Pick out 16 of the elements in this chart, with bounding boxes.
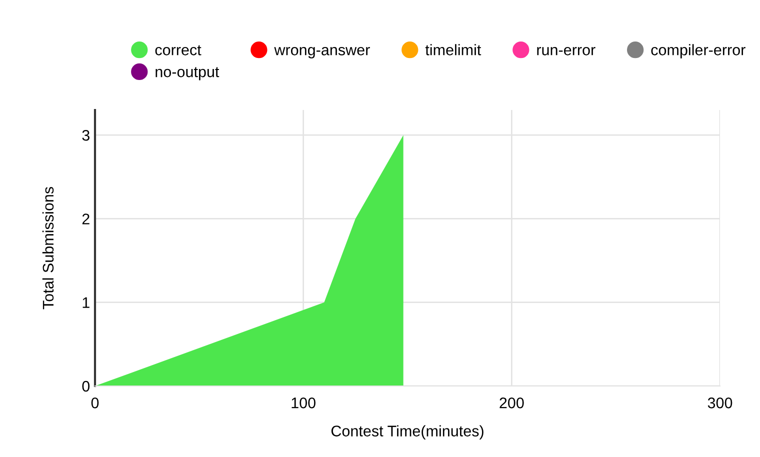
legend-label: timelimit <box>425 44 482 56</box>
y-tick-label: 3 <box>82 130 90 141</box>
legend-label: compiler-error <box>651 44 746 58</box>
x-tick-label: 300 <box>708 398 732 408</box>
legend-label: no-output <box>156 67 220 80</box>
x-axis-title: Contest Time(minutes) <box>331 425 484 440</box>
x-tick-label: 0 <box>91 398 99 408</box>
legend-label: wrong-answer <box>274 46 370 58</box>
y-axis-title: Total Submissions <box>42 186 54 310</box>
x-tick-label: 200 <box>500 398 524 408</box>
y-tick-label: 0 <box>82 380 90 392</box>
legend-label: correct <box>155 45 202 56</box>
y-tick-label: 1 <box>82 297 90 308</box>
legend-label: run-error <box>537 46 596 56</box>
y-tick-label: 2 <box>82 214 90 224</box>
x-tick-label: 100 <box>292 398 316 408</box>
